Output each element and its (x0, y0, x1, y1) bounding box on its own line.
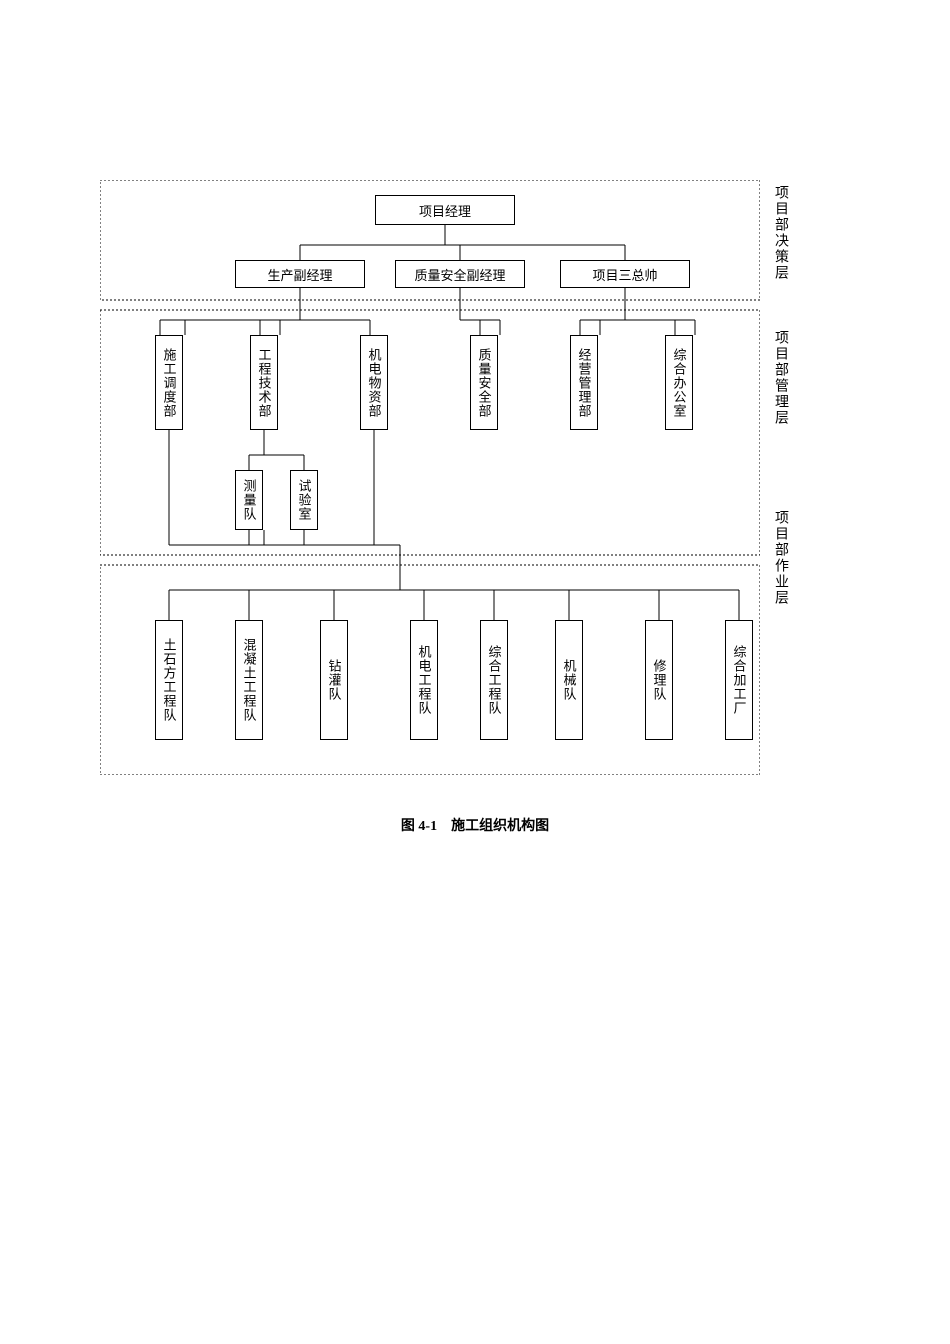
team-6: 修理队 (645, 620, 673, 740)
team-7: 综合加工厂 (725, 620, 753, 740)
node-chief-engineer: 项目三总帅 (560, 260, 690, 288)
team-5: 机械队 (555, 620, 583, 740)
node-deputy-quality: 质量安全副经理 (395, 260, 525, 288)
team-4: 综合工程队 (480, 620, 508, 740)
dept-2: 机电物资部 (360, 335, 388, 430)
layer-label-operation: 项目部作业层 (770, 510, 790, 606)
dept-1: 工程技术部 (250, 335, 278, 430)
node-deputy-production: 生产副经理 (235, 260, 365, 288)
team-1: 混凝土工程队 (235, 620, 263, 740)
sub-0: 测量队 (235, 470, 263, 530)
team-2: 钻灌队 (320, 620, 348, 740)
layer-label-decision: 项目部决策层 (770, 185, 790, 281)
dept-0: 施工调度部 (155, 335, 183, 430)
org-chart: 项目部决策层 项目部管理层 项目部作业层 项目经理 生产副经理 质量安全副经理 … (100, 180, 760, 775)
layer-label-management: 项目部管理层 (770, 330, 790, 426)
sub-1: 试验室 (290, 470, 318, 530)
team-3: 机电工程队 (410, 620, 438, 740)
dept-4: 经营管理部 (570, 335, 598, 430)
dept-3: 质量安全部 (470, 335, 498, 430)
dept-5: 综合办公室 (665, 335, 693, 430)
team-0: 土石方工程队 (155, 620, 183, 740)
figure-caption: 图 4-1 施工组织机构图 (0, 815, 950, 835)
node-root: 项目经理 (375, 195, 515, 225)
